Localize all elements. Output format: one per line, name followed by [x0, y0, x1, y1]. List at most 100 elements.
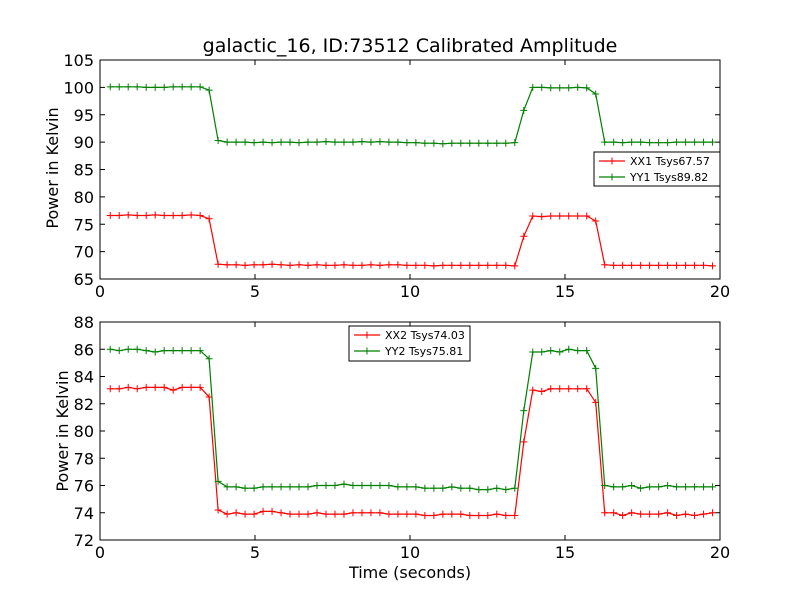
data-point: [268, 139, 276, 147]
data-point: [385, 138, 393, 146]
data-point: [682, 483, 690, 491]
data-point: [322, 261, 330, 269]
data-point: [322, 138, 330, 146]
data-point: [331, 482, 339, 489]
data-point: [268, 507, 276, 515]
data-point: [511, 139, 519, 147]
data-point: [646, 139, 654, 147]
data-point: [619, 261, 627, 269]
data-point: [412, 139, 420, 147]
data-point: [628, 482, 636, 489]
data-point: [196, 347, 204, 355]
data-point: [151, 383, 159, 391]
data-point: [214, 136, 222, 144]
legend: [348, 325, 471, 362]
data-point: [529, 386, 537, 394]
data-point: [646, 510, 654, 518]
y-tick-label: 86: [74, 340, 94, 359]
data-point: [187, 383, 195, 391]
legend-marker: [608, 173, 616, 181]
data-point: [214, 477, 222, 485]
data-point: [637, 261, 645, 269]
x-tick-label: 15: [555, 543, 575, 562]
data-point: [394, 483, 402, 491]
data-point: [574, 212, 582, 220]
data-point: [700, 138, 708, 146]
data-point: [205, 355, 213, 363]
data-point: [664, 139, 672, 147]
y-tick-label: 90: [74, 133, 94, 152]
data-point: [358, 509, 366, 517]
data-point: [682, 510, 690, 518]
legend-marker: [363, 347, 371, 355]
data-point: [169, 83, 177, 91]
data-point: [151, 211, 159, 219]
data-point: [142, 211, 150, 219]
data-point: [133, 211, 141, 219]
data-point: [430, 484, 438, 492]
y-tick-label: 82: [74, 395, 94, 414]
data-point: [601, 482, 609, 489]
data-point: [412, 510, 420, 518]
data-point: [232, 483, 240, 491]
data-point: [241, 261, 249, 269]
data-point: [628, 138, 636, 146]
legend-marker: [363, 331, 371, 339]
data-point: [511, 484, 519, 492]
data-point: [484, 139, 492, 147]
data-point: [394, 261, 402, 269]
data-point: [232, 261, 240, 269]
data-point: [322, 510, 330, 518]
data-point: [700, 483, 708, 491]
data-point: [664, 509, 672, 517]
y-tick-label: 100: [63, 78, 94, 97]
data-point: [106, 385, 114, 393]
data-point: [133, 345, 141, 353]
data-point: [412, 261, 420, 269]
data-point: [313, 261, 321, 269]
data-point: [421, 139, 429, 147]
data-point: [322, 482, 330, 489]
data-point: [151, 83, 159, 91]
data-point: [277, 261, 285, 269]
data-point: [232, 138, 240, 146]
top-panel: Power in Kelvin 0 5 10 15 20 65 70 75 80 85 90 95 10…: [43, 51, 730, 301]
data-point: [259, 138, 267, 146]
data-point: [673, 511, 681, 519]
data-point: [709, 138, 717, 146]
data-point: [574, 347, 582, 355]
data-point: [628, 509, 636, 517]
data-point: [439, 140, 447, 148]
data-point: [394, 138, 402, 146]
data-point: [178, 211, 186, 219]
data-point: [592, 90, 600, 98]
data-point: [142, 383, 150, 391]
y-tick-label: 65: [74, 270, 94, 289]
data-point: [277, 509, 285, 517]
data-point: [223, 483, 231, 491]
data-point: [448, 483, 456, 491]
data-point: [457, 139, 465, 147]
data-point: [124, 83, 132, 91]
data-point: [664, 261, 672, 269]
data-point: [295, 139, 303, 147]
data-point: [673, 261, 681, 269]
data-point: [169, 211, 177, 219]
data-point: [619, 511, 627, 519]
y-tick-label: 84: [74, 368, 94, 387]
data-point: [403, 261, 411, 269]
data-point: [241, 510, 249, 518]
data-point: [241, 484, 249, 492]
data-point: [178, 347, 186, 355]
data-point: [430, 262, 438, 270]
data-point: [367, 261, 375, 269]
data-point: [655, 483, 663, 491]
data-point: [637, 138, 645, 146]
data-point: [592, 364, 600, 372]
data-point: [448, 510, 456, 518]
data-point: [520, 106, 528, 114]
data-point: [376, 261, 384, 269]
data-point: [196, 383, 204, 391]
data-point: [295, 483, 303, 491]
data-point: [637, 484, 645, 492]
